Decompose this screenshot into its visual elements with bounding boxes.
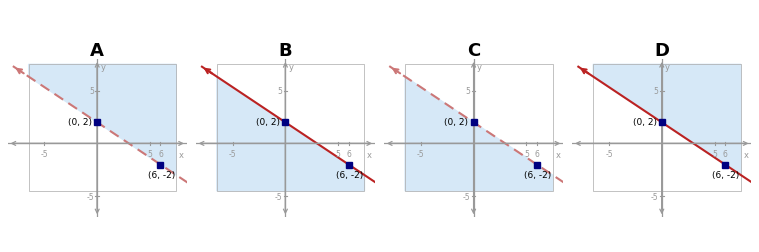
Text: 5: 5	[277, 87, 282, 96]
Bar	[594, 65, 741, 191]
Text: 5: 5	[147, 149, 153, 158]
Text: (0, 2): (0, 2)	[68, 117, 92, 126]
Polygon shape	[405, 77, 553, 191]
Text: y: y	[477, 63, 482, 72]
Text: (0, 2): (0, 2)	[256, 117, 280, 126]
Text: -5: -5	[605, 149, 613, 158]
Text: 6: 6	[723, 149, 727, 158]
Bar	[217, 65, 364, 191]
Text: (6, -2): (6, -2)	[336, 170, 364, 179]
Text: 5: 5	[712, 149, 717, 158]
Text: x: x	[744, 150, 748, 159]
Polygon shape	[217, 77, 364, 191]
Text: 5: 5	[89, 87, 94, 96]
Text: (6, -2): (6, -2)	[524, 170, 552, 179]
Title: D: D	[654, 42, 669, 60]
Text: x: x	[556, 150, 560, 159]
Bar	[405, 65, 553, 191]
Text: 5: 5	[335, 149, 341, 158]
Text: y: y	[100, 63, 106, 72]
Text: 6: 6	[346, 149, 351, 158]
Text: -5: -5	[463, 192, 471, 201]
Text: -5: -5	[41, 149, 49, 158]
Text: -5: -5	[651, 192, 659, 201]
Title: A: A	[90, 42, 104, 60]
Text: y: y	[665, 63, 670, 72]
Text: (6, -2): (6, -2)	[148, 170, 175, 179]
Text: -5: -5	[87, 192, 94, 201]
Text: y: y	[288, 63, 294, 72]
Text: 5: 5	[653, 87, 659, 96]
Polygon shape	[29, 65, 176, 175]
Text: (6, -2): (6, -2)	[713, 170, 740, 179]
Text: (0, 2): (0, 2)	[632, 117, 657, 126]
Text: -5: -5	[417, 149, 425, 158]
Text: (0, 2): (0, 2)	[444, 117, 468, 126]
Title: B: B	[279, 42, 292, 60]
Bar	[29, 65, 176, 191]
Text: 6: 6	[158, 149, 163, 158]
Polygon shape	[594, 65, 741, 175]
Text: 6: 6	[534, 149, 540, 158]
Text: 5: 5	[524, 149, 529, 158]
Text: 5: 5	[465, 87, 471, 96]
Text: x: x	[367, 150, 372, 159]
Text: x: x	[179, 150, 184, 159]
Text: -5: -5	[229, 149, 237, 158]
Text: -5: -5	[275, 192, 282, 201]
Title: C: C	[467, 42, 480, 60]
